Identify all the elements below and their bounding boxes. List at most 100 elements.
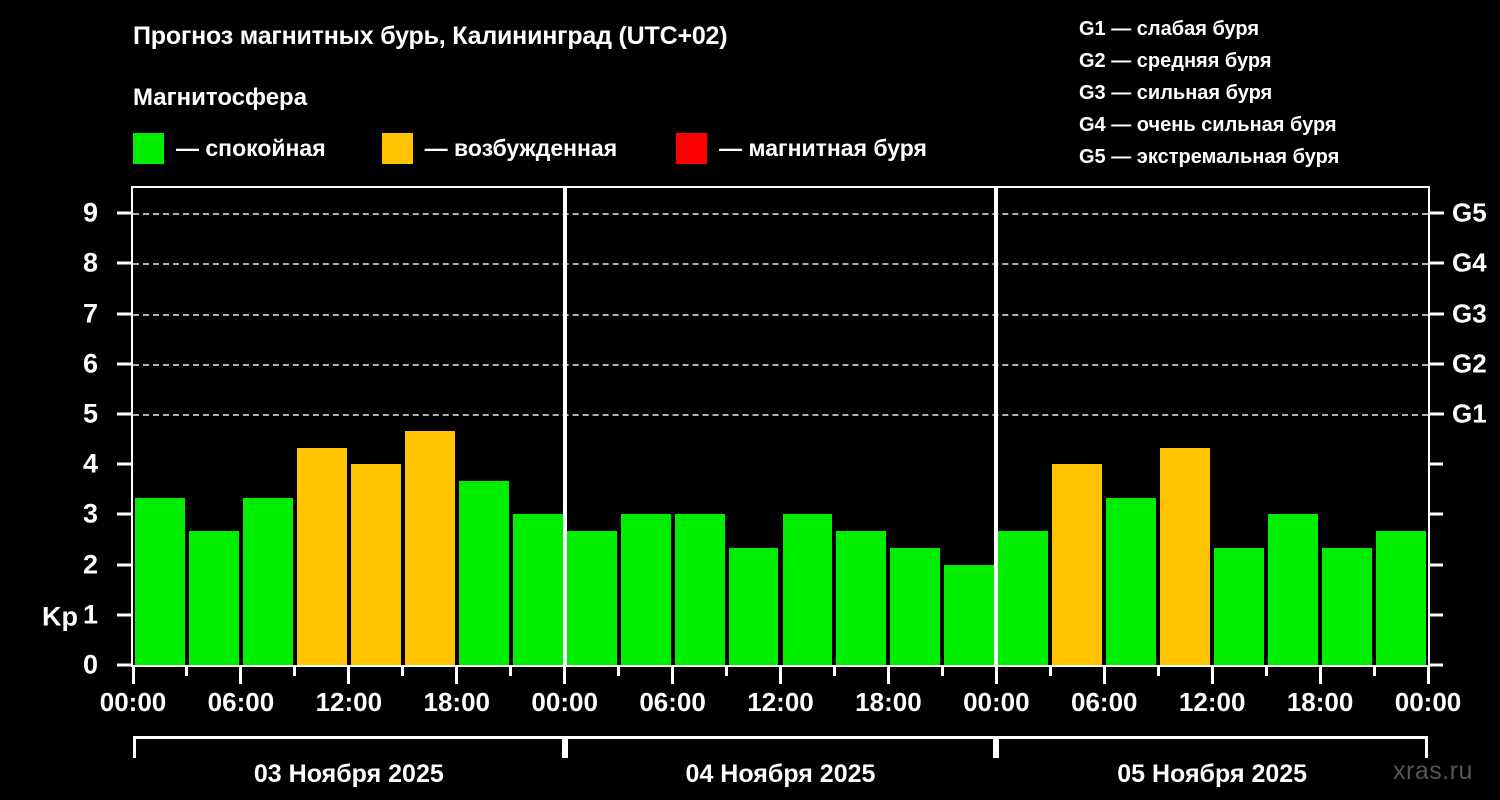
g-tick-label-G4: G4 bbox=[1452, 247, 1487, 278]
g-minor-tick-kp-0 bbox=[1430, 663, 1443, 667]
x-minor-tick-11 bbox=[725, 667, 729, 676]
chart-plot-area bbox=[131, 186, 1430, 667]
gridline-kp-7 bbox=[133, 313, 1428, 316]
x-minor-tick-15 bbox=[940, 667, 944, 676]
x-minor-tick-21 bbox=[1264, 667, 1268, 676]
y-tick-label-2: 2 bbox=[82, 549, 98, 580]
legend-label-calm: — спокойная bbox=[176, 134, 326, 161]
day-separator-1 bbox=[562, 188, 567, 665]
x-tick-label-0: 00:00 bbox=[99, 687, 167, 717]
bar-day1-21-24 bbox=[512, 514, 563, 665]
x-tick-label-5: 06:00 bbox=[639, 687, 706, 717]
bar-day2-00-03 bbox=[566, 530, 617, 665]
g-tick-label-G2: G2 bbox=[1452, 348, 1487, 379]
bar-day3-15-18 bbox=[1268, 514, 1319, 665]
g-minor-tick-kp-3 bbox=[1430, 512, 1443, 516]
bar-day2-18-21 bbox=[890, 548, 941, 665]
legend-label-storm: — магнитная буря bbox=[719, 134, 927, 161]
x-minor-tick-3 bbox=[293, 667, 297, 676]
x-tick-label-11: 18:00 bbox=[1286, 687, 1354, 717]
g-tick-label-G1: G1 bbox=[1452, 398, 1487, 429]
bar-day3-12-15 bbox=[1214, 548, 1265, 665]
date-band-3: 05 Ноября 2025 bbox=[996, 736, 1428, 800]
legend-swatch-storm-icon bbox=[676, 132, 708, 164]
x-axis-time: 00:00 06:00 12:00 18:00 00:00 06:00 12:00 18:00… bbox=[100, 667, 1461, 717]
bar-day2-06-09 bbox=[674, 514, 725, 665]
y-tick-mark-9 bbox=[117, 211, 131, 215]
watermark: xras.ru bbox=[1393, 757, 1473, 785]
gridline-kp-6 bbox=[133, 363, 1428, 366]
y-tick-mark-7 bbox=[117, 312, 131, 316]
bar-day1-00-03 bbox=[135, 497, 185, 665]
y-tick-mark-4 bbox=[117, 462, 131, 466]
magnetosphere-legend: — спокойная — возбужденная — магнитная бур… bbox=[133, 132, 927, 164]
y-tick-label-6: 6 bbox=[82, 348, 98, 379]
bar-day1-12-15 bbox=[350, 464, 401, 665]
x-tick-mark-4 bbox=[563, 667, 567, 684]
x-minor-tick-9 bbox=[617, 667, 621, 676]
y-axis-kp: Kp 0 1 2 3 4 5 6 7 8 9 bbox=[0, 186, 131, 680]
x-tick-mark-0 bbox=[131, 667, 135, 684]
magnetosphere-heading: Магнитосфера bbox=[133, 84, 308, 111]
x-tick-mark-3 bbox=[455, 667, 459, 684]
y-tick-label-7: 7 bbox=[82, 298, 98, 329]
bar-day1-03-06 bbox=[188, 530, 239, 665]
x-minor-tick-19 bbox=[1156, 667, 1160, 676]
g-minor-tick-kp-2 bbox=[1430, 563, 1443, 567]
bar-day2-21-24 bbox=[944, 564, 995, 665]
y-tick-label-3: 3 bbox=[82, 498, 98, 529]
x-tick-mark-6 bbox=[779, 667, 782, 684]
g-tick-label-G5: G5 bbox=[1452, 197, 1487, 228]
x-tick-label-7: 18:00 bbox=[855, 687, 922, 717]
g-tick-label-G3: G3 bbox=[1452, 298, 1487, 329]
gridline-kp-9 bbox=[133, 213, 1428, 216]
g-scale-legend: G1 — слабая буря G2 — средняя буря G3 — си… bbox=[1079, 13, 1339, 173]
x-tick-mark-10 bbox=[1210, 667, 1214, 684]
bar-day2-12-15 bbox=[782, 514, 833, 665]
bar-day1-18-21 bbox=[458, 480, 509, 665]
g-minor-tick-kp-1 bbox=[1430, 613, 1443, 617]
x-tick-mark-2 bbox=[347, 667, 351, 684]
y-tick-label-4: 4 bbox=[82, 448, 98, 479]
x-tick-label-2: 12:00 bbox=[315, 687, 383, 717]
bar-day1-15-18 bbox=[404, 430, 455, 665]
g-tick-mark-G2 bbox=[1430, 362, 1444, 366]
legend-item-storm: — магнитная буря bbox=[676, 132, 927, 164]
x-minor-tick-1 bbox=[185, 667, 189, 676]
x-tick-label-1: 06:00 bbox=[207, 687, 275, 717]
bar-day2-09-12 bbox=[728, 548, 779, 665]
g-scale-legend-row-3: G3 — сильная буря bbox=[1079, 82, 1273, 104]
y-axis-title: Kp bbox=[42, 601, 78, 632]
x-tick-label-8: 00:00 bbox=[963, 687, 1030, 717]
y-tick-mark-1 bbox=[117, 613, 131, 617]
bar-day3-09-12 bbox=[1160, 447, 1211, 665]
x-tick-label-4: 00:00 bbox=[531, 687, 598, 717]
day-separator-2 bbox=[994, 188, 999, 665]
gridline-kp-8 bbox=[133, 263, 1428, 266]
bar-day1-09-12 bbox=[296, 447, 347, 665]
legend-label-unsettled: — возбужденная bbox=[424, 134, 618, 161]
y-tick-mark-8 bbox=[117, 261, 131, 265]
g-tick-mark-G3 bbox=[1430, 312, 1444, 316]
x-tick-label-12: 00:00 bbox=[1394, 687, 1462, 717]
bar-day3-21-24 bbox=[1376, 530, 1426, 665]
bar-day2-15-18 bbox=[836, 530, 887, 665]
g-scale-legend-row-5: G5 — экстремальная буря bbox=[1079, 146, 1340, 168]
x-minor-tick-17 bbox=[1048, 667, 1052, 676]
y-tick-label-9: 9 bbox=[82, 197, 98, 228]
bar-day3-18-21 bbox=[1322, 548, 1373, 665]
date-band-2: 04 Ноября 2025 bbox=[564, 736, 997, 800]
g-scale-legend-row-1: G1 — слабая буря bbox=[1079, 18, 1260, 40]
y-tick-label-5: 5 bbox=[82, 398, 98, 429]
bar-day3-06-09 bbox=[1106, 497, 1157, 665]
date-bracket-2 bbox=[564, 736, 997, 758]
x-minor-tick-5 bbox=[401, 667, 405, 676]
date-label-3: 05 Ноября 2025 bbox=[1117, 760, 1308, 788]
x-tick-mark-12 bbox=[1426, 667, 1430, 684]
y-tick-label-8: 8 bbox=[82, 247, 98, 278]
date-bracket-3 bbox=[996, 736, 1428, 758]
g-minor-tick-kp-4 bbox=[1430, 462, 1443, 466]
bar-day2-03-06 bbox=[620, 514, 671, 665]
y-tick-label-1: 1 bbox=[82, 599, 98, 630]
page-title: Прогноз магнитных бурь, Калининград (UTC… bbox=[133, 22, 728, 50]
